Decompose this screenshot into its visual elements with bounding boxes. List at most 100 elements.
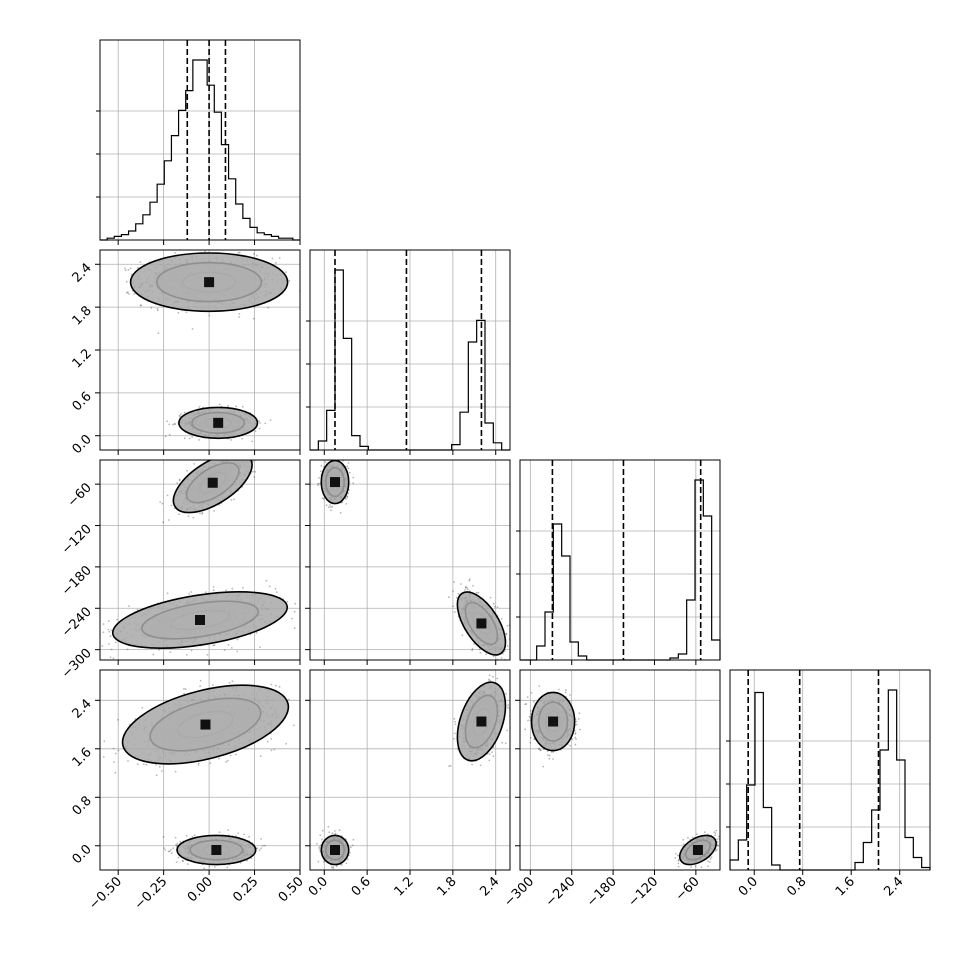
sample-point [231, 680, 234, 683]
sample-point [197, 762, 200, 765]
sample-point [209, 762, 212, 765]
sample-point [222, 456, 224, 458]
y-tick-label: −300 [59, 646, 95, 682]
sample-point [177, 311, 180, 314]
sample-point [255, 631, 258, 634]
y-tick-label: −120 [59, 522, 95, 558]
sample-point [267, 306, 270, 309]
sample-point [191, 436, 194, 438]
sample-point [172, 423, 174, 426]
sample-point [231, 587, 234, 590]
panel-frame [99, 39, 301, 241]
sample-point [136, 266, 139, 269]
sample-point [114, 641, 117, 644]
sample-point [291, 617, 293, 620]
sample-point [213, 644, 216, 646]
sample-point [159, 501, 162, 503]
y-tick-label: 0.6 [70, 389, 95, 414]
sample-point [78, 647, 80, 649]
sample-point [278, 685, 281, 688]
sample-point [157, 309, 159, 312]
sample-point [126, 648, 129, 651]
sample-point [278, 257, 281, 259]
sample-point [112, 657, 115, 660]
density-peak [207, 477, 218, 488]
sample-point [243, 833, 246, 836]
sample-point [208, 865, 211, 868]
sample-point [285, 271, 287, 273]
sample-point [139, 304, 142, 307]
sample-point [205, 591, 208, 594]
sample-point [191, 328, 194, 330]
sample-point [102, 623, 105, 625]
sample-point [136, 608, 139, 611]
sample-point [217, 454, 219, 456]
sample-point [136, 763, 139, 766]
sample-point [287, 698, 290, 701]
sample-point [293, 610, 296, 613]
sample-point [242, 454, 244, 456]
sample-point [246, 859, 248, 862]
sample-point [177, 856, 180, 859]
sample-point [274, 588, 277, 590]
scatter-panel: −300−240−180−120−60 [59, 443, 301, 682]
sample-point [252, 452, 254, 454]
sample-point [259, 422, 261, 424]
x-tick-label: 0.8 [784, 874, 809, 899]
sample-point [226, 759, 229, 762]
sample-point [125, 280, 128, 283]
sample-point [258, 427, 261, 430]
sample-point [161, 502, 164, 505]
sample-point [156, 308, 159, 310]
sample-point [172, 847, 175, 850]
sample-point [253, 252, 255, 255]
sample-point [174, 423, 177, 426]
histogram-panel: 0.0 0.8 1.6 2.4 [726, 669, 931, 899]
sample-point [164, 849, 167, 851]
sample-point [201, 513, 203, 515]
sample-point [236, 638, 239, 641]
sample-point [117, 718, 119, 721]
sample-point [186, 469, 189, 472]
sample-point [255, 254, 258, 257]
sample-point [199, 512, 201, 514]
sample-point [188, 592, 191, 595]
sample-point [199, 679, 202, 682]
sample-point [152, 653, 155, 656]
sample-point [125, 291, 128, 294]
sample-point [254, 430, 257, 432]
sample-point [80, 772, 82, 774]
sample-point [108, 630, 111, 633]
sample-point [236, 650, 239, 653]
sample-point [264, 422, 267, 425]
sample-point [244, 457, 246, 459]
density-layer [78, 443, 297, 660]
sample-point [234, 443, 236, 445]
sample-point [270, 749, 273, 752]
sample-point [242, 456, 244, 458]
sample-point [227, 644, 230, 646]
density-layer [80, 679, 295, 870]
sample-point [183, 692, 186, 695]
sample-point [248, 458, 250, 460]
sample-point [167, 850, 170, 853]
y-tick-label: 1.2 [70, 346, 95, 371]
sample-point [178, 478, 181, 481]
sample-point [238, 251, 241, 254]
sample-point [110, 629, 113, 632]
sample-point [206, 653, 209, 656]
sample-point [233, 498, 235, 501]
sample-point [190, 649, 193, 652]
sample-point [235, 405, 237, 408]
sample-point [158, 649, 160, 651]
sample-point [270, 738, 273, 740]
histogram-panel [516, 459, 721, 665]
sample-point [217, 757, 220, 760]
histogram-panel [96, 39, 301, 245]
sample-point [252, 470, 254, 473]
sample-point [102, 631, 105, 634]
sample-point [276, 591, 278, 593]
sample-point [190, 591, 193, 593]
sample-point [127, 293, 130, 295]
sample-point [127, 268, 130, 271]
